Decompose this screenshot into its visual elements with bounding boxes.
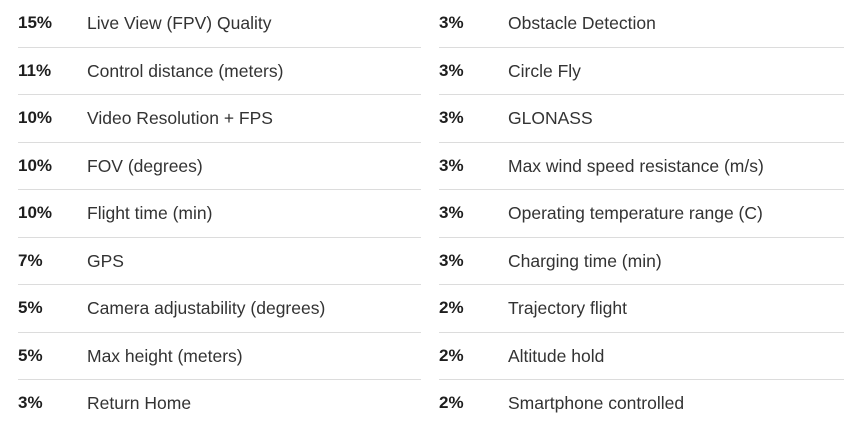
criterion-label: Max height (meters) bbox=[87, 345, 243, 366]
weight-percent: 3% bbox=[439, 155, 464, 175]
table-row: 3% Return Home bbox=[18, 380, 421, 428]
right-column: 3% Obstacle Detection 3% Circle Fly 3% G… bbox=[439, 0, 844, 428]
weight-percent: 5% bbox=[18, 345, 43, 365]
criterion-label: Smartphone controlled bbox=[508, 393, 685, 413]
criterion-label: Trajectory flight bbox=[508, 298, 627, 318]
table-row: 3% Max wind speed resistance (m/s) bbox=[439, 143, 844, 190]
weight-percent: 10% bbox=[18, 108, 53, 127]
criterion-label: Flight time (min) bbox=[87, 203, 213, 223]
criterion-label: Circle Fly bbox=[508, 60, 581, 81]
table-row: 2% Smartphone controlled bbox=[439, 380, 844, 428]
table-row: 11% Control distance (meters) bbox=[18, 48, 421, 95]
table-row: 2% Trajectory flight bbox=[439, 285, 844, 333]
weight-percent: 3% bbox=[439, 60, 464, 80]
criterion-label: Obstacle Detection bbox=[508, 13, 656, 33]
table-row: 3% Obstacle Detection bbox=[439, 0, 844, 48]
table-row: 3% Circle Fly bbox=[439, 48, 844, 95]
criterion-label: FOV (degrees) bbox=[87, 155, 203, 176]
criterion-label: Control distance (meters) bbox=[87, 60, 284, 81]
criterion-label: Operating temperature range (C) bbox=[508, 203, 763, 223]
criterion-label: GPS bbox=[87, 250, 124, 271]
weight-percent: 10% bbox=[18, 203, 53, 222]
weight-percent: 7% bbox=[18, 250, 43, 270]
table-row: 3% Operating temperature range (C) bbox=[439, 190, 844, 238]
criterion-label: Charging time (min) bbox=[508, 250, 662, 271]
table-row: 15% Live View (FPV) Quality bbox=[18, 0, 421, 48]
weight-percent: 2% bbox=[439, 345, 464, 365]
table-row: 10% FOV (degrees) bbox=[18, 143, 421, 190]
table-row: 5% Max height (meters) bbox=[18, 333, 421, 380]
weight-percent: 5% bbox=[18, 298, 43, 317]
weight-percent: 3% bbox=[439, 203, 464, 222]
table-row: 7% GPS bbox=[18, 238, 421, 285]
left-column: 15% Live View (FPV) Quality 11% Control … bbox=[18, 0, 421, 428]
weight-percent: 3% bbox=[18, 393, 43, 412]
weight-percent: 3% bbox=[439, 108, 464, 127]
weight-percent: 3% bbox=[439, 13, 464, 32]
weight-percent: 3% bbox=[439, 250, 464, 270]
criterion-label: Video Resolution + FPS bbox=[87, 108, 273, 128]
table-row: 3% Charging time (min) bbox=[439, 238, 844, 285]
table-row: 10% Video Resolution + FPS bbox=[18, 95, 421, 143]
criterion-label: Max wind speed resistance (m/s) bbox=[508, 155, 764, 176]
table-row: 5% Camera adjustability (degrees) bbox=[18, 285, 421, 333]
weight-percent: 2% bbox=[439, 298, 464, 317]
table-row: 2% Altitude hold bbox=[439, 333, 844, 380]
weight-percent: 2% bbox=[439, 393, 464, 412]
table-row: 3% GLONASS bbox=[439, 95, 844, 143]
table-row: 10% Flight time (min) bbox=[18, 190, 421, 238]
criterion-label: Live View (FPV) Quality bbox=[87, 13, 272, 33]
criterion-label: Altitude hold bbox=[508, 345, 605, 366]
weight-percent: 11% bbox=[18, 60, 52, 80]
criterion-label: Return Home bbox=[87, 393, 192, 413]
weight-percent: 10% bbox=[18, 155, 53, 175]
criterion-label: Camera adjustability (degrees) bbox=[87, 298, 326, 318]
weight-percent: 15% bbox=[18, 13, 53, 32]
criterion-label: GLONASS bbox=[508, 108, 593, 128]
